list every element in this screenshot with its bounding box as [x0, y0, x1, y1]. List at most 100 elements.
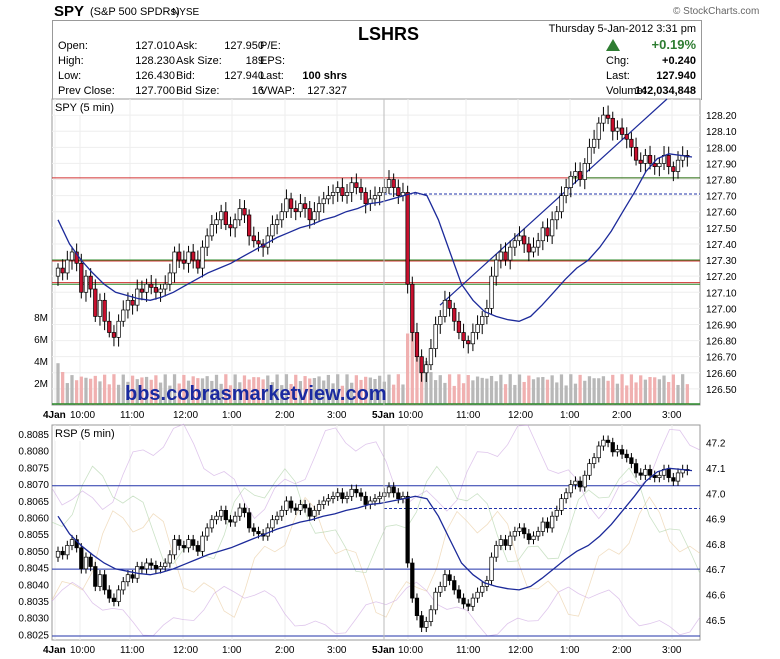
candle-body: [358, 187, 364, 193]
volume-bar: [238, 382, 242, 405]
rsp-candle-body: [489, 556, 494, 581]
volume-bar: [592, 378, 596, 405]
candle-body: [102, 299, 107, 322]
rsp-candle-body: [447, 574, 452, 581]
candle-body: [237, 208, 242, 221]
volume-bar: [508, 374, 512, 405]
rsp-candle-body: [172, 539, 177, 556]
price-x-tick-label: 12:00: [508, 410, 533, 421]
volume-bar: [294, 374, 298, 405]
rsp-overlay-line: [51, 581, 701, 637]
rsp-candle-body: [65, 545, 70, 556]
rsp-candle-body: [256, 531, 261, 535]
rsp-candle-body: [316, 504, 322, 511]
candle-body: [526, 243, 531, 253]
rsp-candle-body: [503, 539, 508, 546]
candle-body: [568, 175, 573, 188]
stat-low-label: Low:: [58, 70, 82, 82]
volume-tick-label: 6M: [34, 335, 48, 346]
volume-bar: [406, 333, 410, 405]
candle-body: [354, 182, 359, 188]
candle-body: [55, 267, 61, 277]
candle-body: [251, 235, 256, 242]
candle-body: [573, 171, 578, 177]
volume-bar: [681, 374, 685, 405]
candle-body: [307, 208, 312, 221]
volume-bar: [461, 383, 466, 405]
price-tick-label: 127.50: [706, 224, 737, 235]
candle-body: [433, 324, 438, 349]
candle-body: [97, 299, 103, 317]
rsp-candle-body: [391, 486, 396, 494]
rsp-candle-body: [610, 442, 615, 453]
candle-body: [531, 246, 536, 253]
price-tick-label: 126.90: [706, 320, 737, 331]
volume-bar: [415, 347, 419, 405]
rsp-left-tick-label: 0.8080: [18, 447, 49, 458]
candle-body: [489, 275, 494, 309]
rsp-left-tick-label: 0.8085: [18, 430, 49, 441]
volume-bar: [625, 385, 629, 405]
price-tick-label: 126.50: [706, 385, 737, 396]
rsp-candle-body: [536, 531, 541, 537]
rsp-candle-body: [424, 621, 429, 628]
candle-body: [344, 192, 350, 196]
volume-bar: [606, 380, 610, 405]
rsp-candle-body: [605, 439, 611, 443]
volume-bar: [643, 379, 648, 405]
volume-bar: [261, 379, 265, 405]
candle-body: [452, 308, 457, 322]
rsp-candle-body: [475, 591, 480, 599]
rsp-candle-body: [181, 545, 186, 549]
volume-tick-label: 4M: [34, 357, 48, 368]
rsp-candle-body: [158, 566, 163, 570]
candle-body: [456, 320, 462, 333]
candle-body: [181, 259, 186, 264]
volume-bar: [224, 374, 228, 405]
volume-tick-label: 8M: [34, 313, 48, 324]
rsp-right-tick-label: 47.1: [706, 464, 726, 475]
rsp-candle-body: [223, 510, 228, 521]
volume-bar: [466, 375, 470, 405]
rsp-candle-body: [242, 507, 247, 514]
price-tick-label: 127.40: [706, 240, 737, 251]
candle-body: [461, 332, 466, 341]
rsp-candle-body: [205, 527, 210, 537]
rsp-candle-body: [111, 597, 117, 602]
rsp-overlay-line: [51, 496, 701, 618]
candle-body: [540, 227, 545, 242]
candle-body: [158, 288, 163, 293]
rsp-right-tick-label: 47.0: [706, 489, 726, 500]
rsp-candle-body: [274, 515, 280, 521]
candle-body: [116, 320, 121, 338]
candle-body: [475, 324, 480, 333]
candle-body: [652, 163, 657, 167]
rsp-panel: 47.2 47.1 47.0 46.9 46.8 46.7 46.6 46.5 0.8085 0.…: [18, 423, 726, 656]
rsp-candle-body: [153, 565, 159, 570]
rsp-candle-body: [195, 545, 200, 552]
rsp-candle-body: [219, 510, 224, 517]
candle-body: [577, 171, 583, 180]
rsp-x-tick-label: 12:00: [173, 645, 198, 656]
volume-bar: [424, 361, 428, 405]
volume-bar: [126, 381, 130, 405]
volume-bar: [186, 380, 191, 405]
stat-bid-label: Bid:: [176, 70, 195, 82]
price-x-tick-label: 10:00: [398, 410, 423, 421]
volume-bar: [536, 377, 540, 405]
candle-body: [428, 348, 434, 366]
volume-bar: [359, 379, 363, 405]
rsp-candle-body: [419, 615, 424, 628]
rsp-candle-body: [321, 500, 326, 505]
rsp-right-tick-label: 46.6: [706, 590, 726, 601]
rsp-left-tick-label: 0.8075: [18, 463, 49, 474]
candle-body: [414, 332, 420, 358]
volume-bar: [517, 374, 522, 405]
candle-body: [177, 251, 182, 261]
candle-body: [386, 179, 392, 188]
candle-body: [564, 187, 569, 196]
candle-body: [223, 211, 228, 225]
volume-bar: [387, 374, 391, 405]
